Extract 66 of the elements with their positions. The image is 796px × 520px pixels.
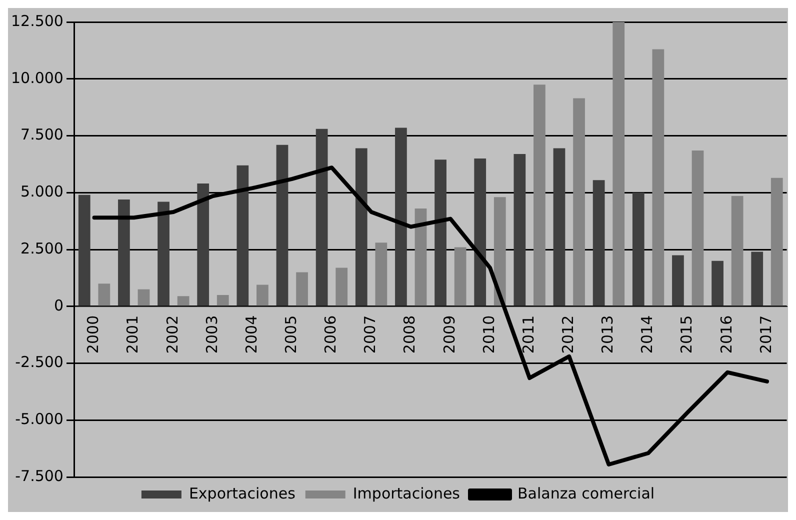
bar — [514, 154, 526, 306]
x-tick-label: 2005 — [282, 315, 300, 354]
bar — [276, 144, 288, 306]
bar — [534, 84, 546, 306]
bar — [296, 272, 308, 306]
x-tick-label: 2001 — [124, 315, 142, 354]
bar — [177, 296, 190, 306]
bar — [78, 194, 90, 306]
bar — [216, 295, 229, 306]
legend-label: Exportaciones — [188, 484, 296, 502]
bar — [592, 180, 605, 306]
x-tick-label: 2004 — [242, 315, 260, 354]
x-tick-label: 2007 — [361, 315, 380, 354]
bar — [395, 128, 407, 306]
bar — [336, 268, 348, 306]
x-tick-label: 2012 — [559, 315, 578, 354]
bar — [474, 158, 486, 306]
y-tick-label: -7.500 — [15, 466, 64, 485]
x-tick-label: 2016 — [717, 315, 736, 354]
bar — [712, 260, 724, 306]
bar — [632, 192, 644, 306]
x-tick-label: 2015 — [678, 315, 696, 354]
bar — [118, 199, 130, 306]
bar — [612, 22, 625, 306]
y-tick-label: 7.500 — [20, 126, 64, 144]
bar — [454, 247, 466, 306]
bar — [158, 202, 170, 306]
x-tick-label: 2000 — [84, 315, 102, 354]
bar — [731, 196, 744, 306]
x-tick-label: 2003 — [202, 315, 221, 354]
bar — [573, 98, 585, 306]
y-tick-label: -5.000 — [15, 410, 64, 428]
bar — [672, 255, 684, 306]
y-tick-label: 10.000 — [10, 68, 64, 87]
bar — [256, 284, 268, 306]
y-tick-label: 12.500 — [10, 12, 64, 30]
y-tick-label: 0 — [54, 296, 64, 314]
x-tick-label: 2006 — [322, 315, 340, 354]
x-tick-label: 2014 — [638, 315, 656, 354]
x-tick-label: 2017 — [756, 315, 775, 354]
bar — [692, 150, 704, 306]
bar — [375, 242, 388, 306]
bar — [236, 165, 249, 306]
bar — [434, 160, 446, 306]
y-tick-label: -2.500 — [15, 353, 64, 372]
legend-label: Importaciones — [352, 484, 460, 502]
bar — [414, 208, 427, 306]
legend-label: Balanza comercial — [517, 484, 655, 502]
x-tick-label: 2010 — [480, 315, 498, 354]
x-tick-label: 2013 — [598, 315, 617, 354]
y-tick-label: 5.000 — [20, 182, 64, 201]
bar — [652, 49, 664, 306]
bar — [98, 284, 110, 306]
y-tick-label: 2.500 — [20, 239, 64, 258]
bar — [494, 197, 506, 306]
x-tick-label: 2009 — [440, 315, 458, 354]
x-tick-label: 2002 — [163, 315, 182, 354]
bar — [316, 128, 328, 306]
bar — [197, 184, 210, 306]
x-tick-label: 2011 — [519, 315, 538, 354]
bar — [355, 148, 368, 306]
bar — [751, 252, 764, 306]
bar — [770, 178, 783, 306]
bar — [138, 289, 150, 306]
bar — [553, 148, 566, 306]
x-tick-label: 2008 — [400, 315, 419, 354]
